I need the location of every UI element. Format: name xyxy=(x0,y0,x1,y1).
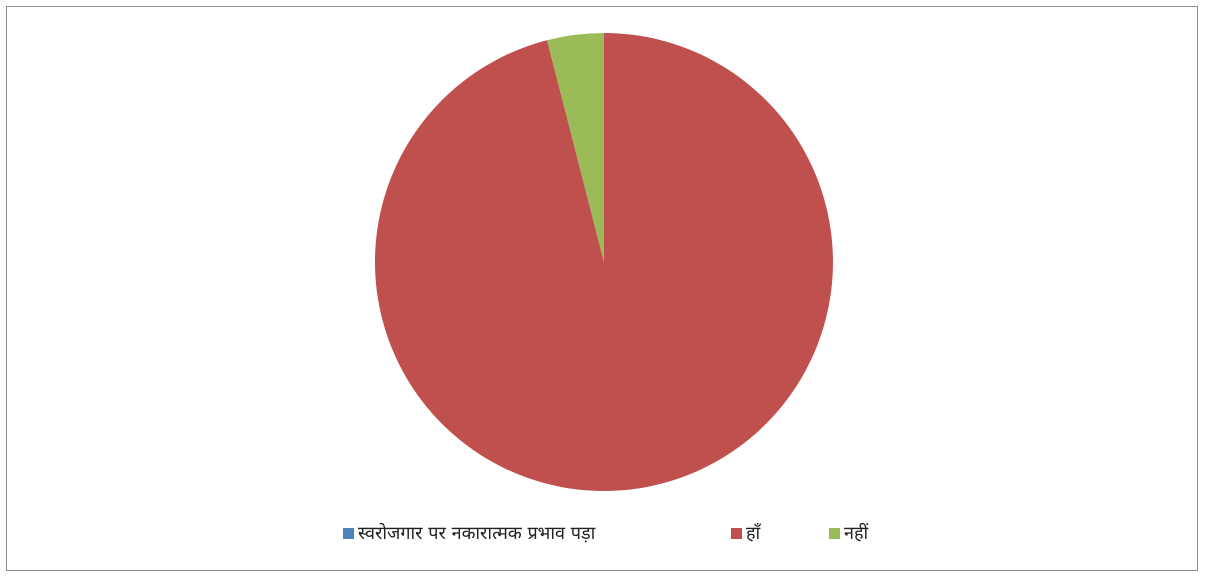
chart-area: स्वरोजगार पर नकारात्मक प्रभाव पड़ा हाँ न… xyxy=(6,6,1198,571)
legend-swatch-negative-impact xyxy=(343,527,354,539)
legend-item-no: नहीं xyxy=(829,519,868,547)
pie-slice-1 xyxy=(374,33,833,492)
legend-label-no: नहीं xyxy=(844,523,869,544)
pie-chart xyxy=(374,33,833,492)
legend-item-negative-impact: स्वरोजगार पर नकारात्मक प्रभाव पड़ा xyxy=(343,519,595,547)
legend-label-yes: हाँ xyxy=(746,523,761,544)
legend-label-negative-impact: स्वरोजगार पर नकारात्मक प्रभाव पड़ा xyxy=(358,523,596,544)
legend-item-yes: हाँ xyxy=(731,519,760,547)
legend: स्वरोजगार पर नकारात्मक प्रभाव पड़ा हाँ न… xyxy=(7,519,1199,547)
legend-swatch-no xyxy=(829,527,840,539)
pie-slice-2 xyxy=(547,33,604,262)
legend-swatch-yes xyxy=(731,527,742,539)
